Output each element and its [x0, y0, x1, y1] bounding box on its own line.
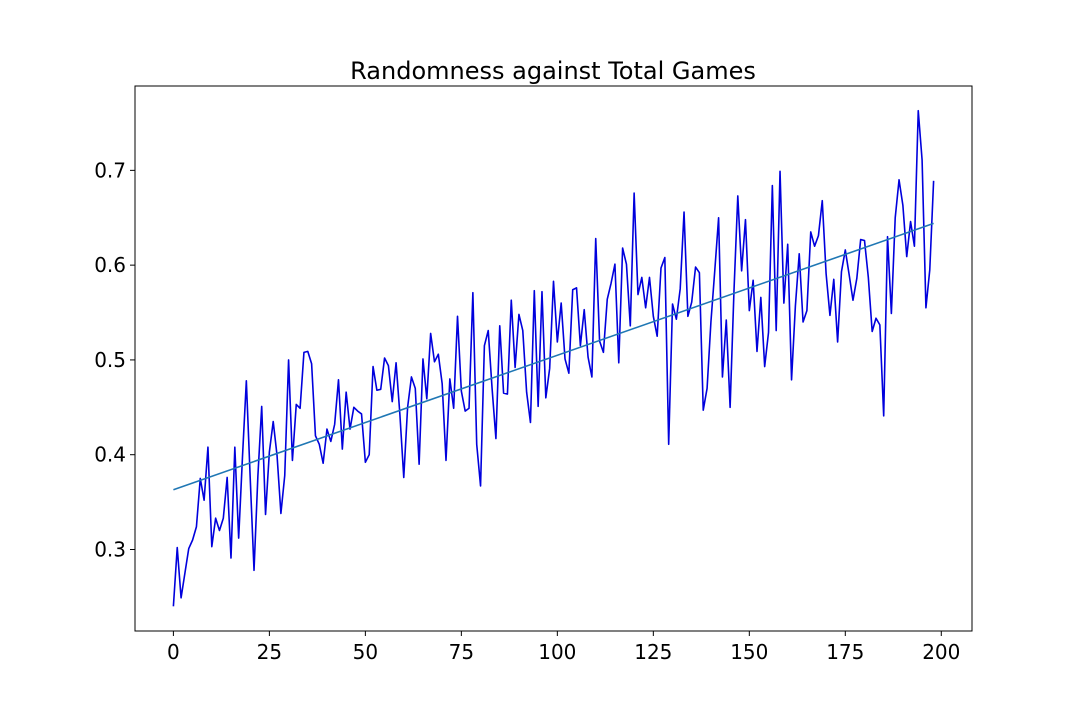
chart-title: Randomness against Total Games — [350, 57, 756, 85]
x-axis: 0 25 50 75 100 125 150 175 200 — [167, 631, 960, 664]
x-tick-label: 200 — [922, 640, 960, 664]
plot-area-frame — [134, 85, 973, 632]
data-series-line — [172, 109, 935, 607]
x-tick-label: 25 — [257, 640, 282, 664]
y-tick-label: 0.7 — [94, 158, 126, 182]
x-tick-label: 175 — [826, 640, 864, 664]
y-axis: 0.3 0.4 0.5 0.6 0.7 — [94, 158, 135, 561]
x-tick-label: 125 — [634, 640, 672, 664]
series-layer — [172, 109, 935, 607]
x-tick-label: 50 — [353, 640, 378, 664]
x-tick-label: 75 — [449, 640, 474, 664]
trend-line — [173, 222, 934, 491]
y-tick-label: 0.4 — [94, 443, 126, 467]
y-tick-label: 0.6 — [94, 253, 126, 277]
y-tick-label: 0.5 — [94, 348, 126, 372]
y-tick-label: 0.3 — [94, 537, 126, 561]
x-tick-label: 0 — [167, 640, 180, 664]
x-tick-label: 100 — [538, 640, 576, 664]
x-tick-label: 150 — [730, 640, 768, 664]
